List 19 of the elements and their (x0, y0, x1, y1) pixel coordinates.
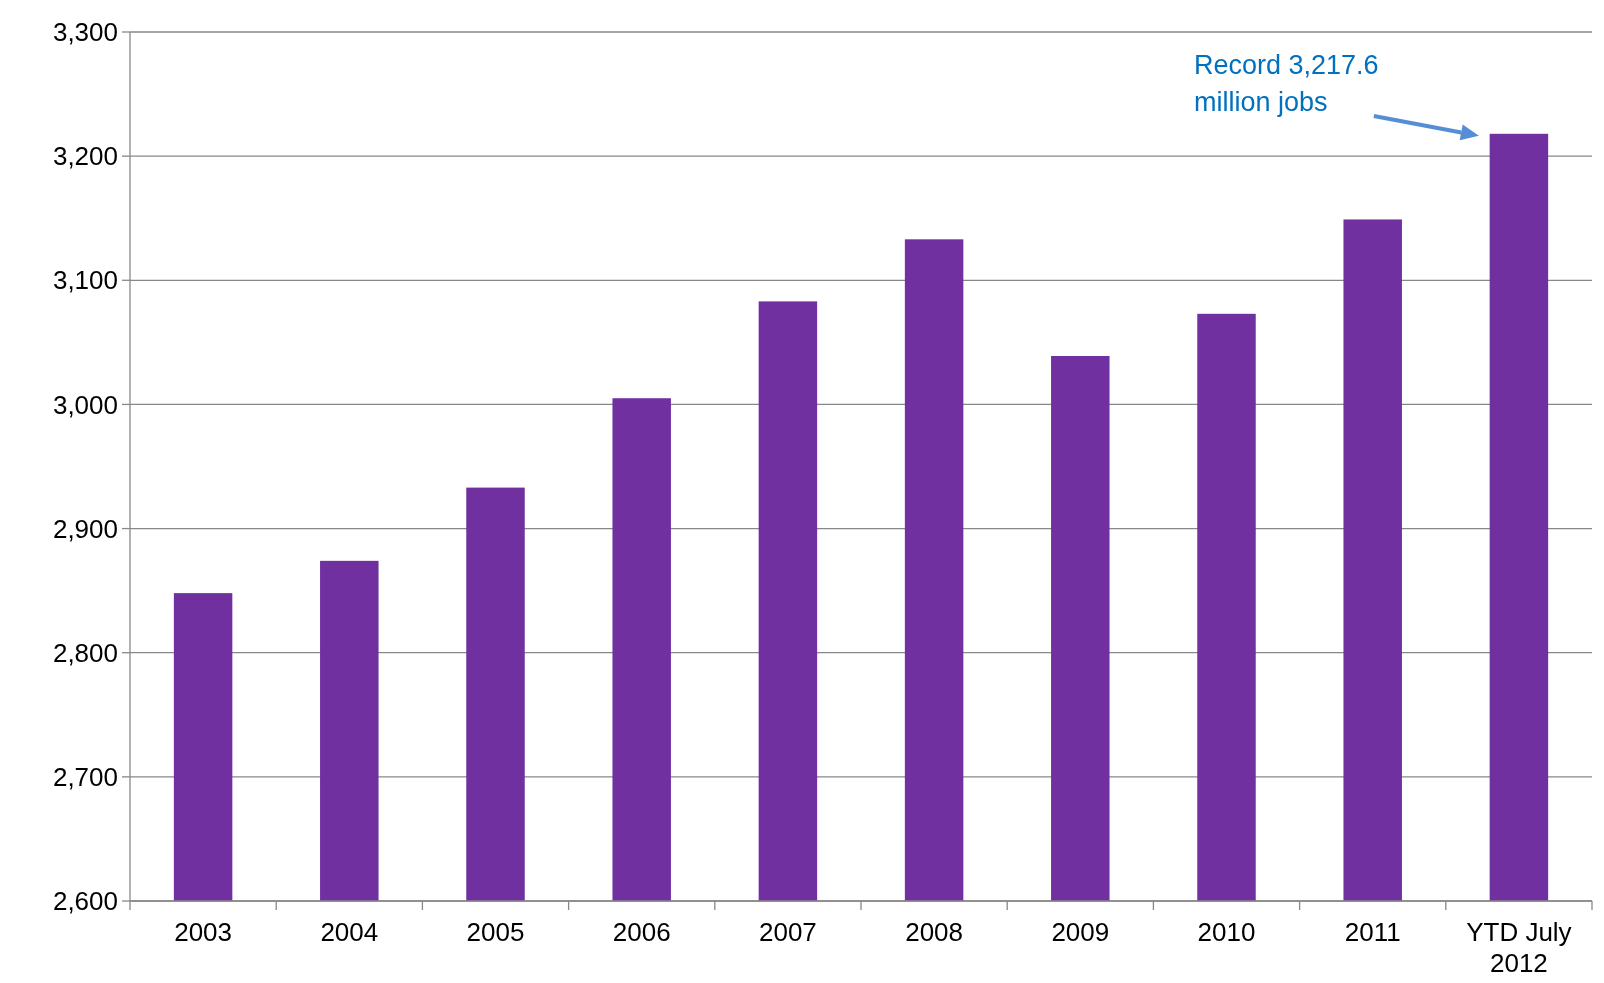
y-tick-label: 3,300 (52, 17, 118, 48)
x-tick-label: 2005 (466, 917, 525, 947)
y-tick-label: 3,200 (52, 141, 118, 172)
x-tick-label: 2003 (174, 917, 233, 947)
x-tick-label: 2006 (612, 917, 671, 947)
x-tick-label: 2009 (1051, 917, 1110, 947)
x-tick-label: 2011 (1344, 917, 1401, 947)
x-tick-label: 2010 (1197, 917, 1256, 947)
x-tick-label: 2004 (320, 917, 379, 947)
x-tick-label: YTD July 2012 (1466, 917, 1572, 978)
y-tick-label: 2,700 (52, 761, 118, 792)
annotation: Record 3,217.6 million jobs (1193, 50, 1379, 117)
y-tick-label: 3,000 (52, 389, 118, 420)
y-tick-label: 2,800 (52, 637, 118, 668)
y-tick-label: 2,600 (52, 886, 118, 917)
y-tick-label: 2,900 (52, 513, 118, 544)
y-tick-label: 3,100 (52, 265, 118, 296)
x-tick-label: 2008 (905, 917, 964, 947)
x-tick-label: 2007 (758, 917, 817, 947)
